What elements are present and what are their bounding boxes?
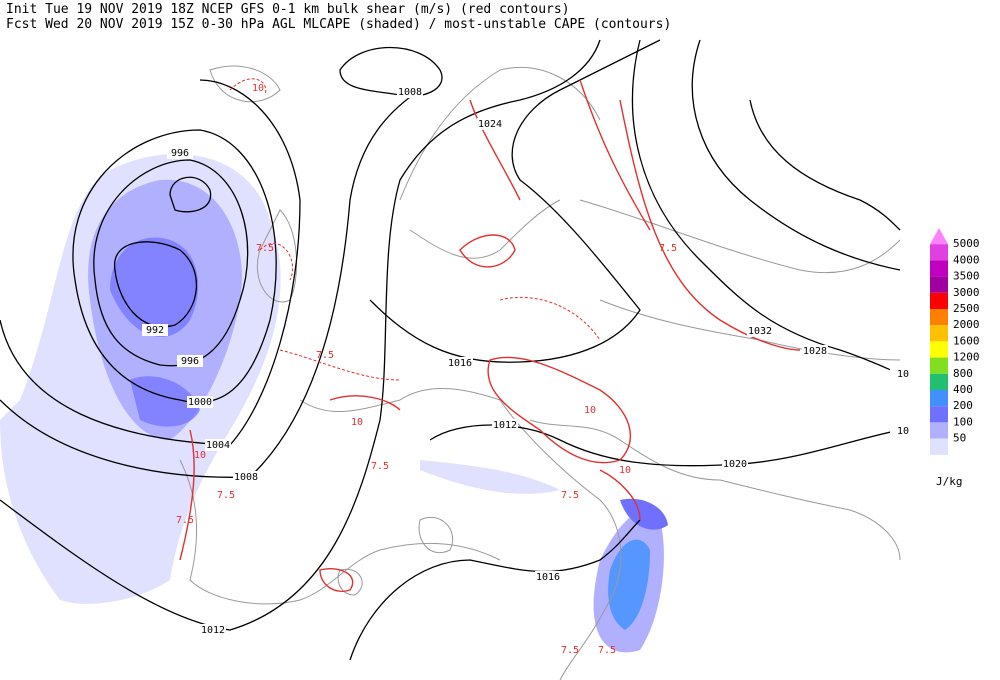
isobar-label: 1028 bbox=[803, 346, 827, 357]
legend-swatch bbox=[930, 276, 948, 293]
isobar-label: 1012 bbox=[201, 625, 225, 636]
legend-label: 2500 bbox=[953, 302, 980, 315]
contour-labels: 1008 1024 996 992 996 1000 1004 1008 1016 1012 103… bbox=[142, 83, 916, 656]
shear-label: 10 bbox=[194, 450, 206, 461]
legend-label: 800 bbox=[953, 367, 973, 380]
isobars bbox=[0, 39, 901, 661]
label-bg bbox=[142, 324, 168, 336]
legend-swatch bbox=[930, 390, 948, 407]
legend-label: 3500 bbox=[953, 270, 980, 283]
legend-label: 1200 bbox=[953, 351, 980, 364]
legend-swatch bbox=[930, 260, 948, 277]
isobar-label: 1024 bbox=[478, 119, 502, 130]
label-bg bbox=[447, 357, 473, 369]
legend: 5000 4000 3500 3000 2500 2000 1600 1200 800 400 20… bbox=[930, 228, 980, 455]
isobar-label: 996 bbox=[181, 356, 199, 367]
header-line2: Fcst Wed 20 NOV 2019 15Z 0-30 hPa AGL ML… bbox=[6, 17, 671, 32]
legend-swatch bbox=[930, 341, 948, 358]
legend-swatch bbox=[930, 244, 948, 261]
legend-label: 3000 bbox=[953, 286, 980, 299]
isobar-label: 1020 bbox=[723, 459, 747, 470]
label-bg bbox=[187, 396, 213, 408]
label-bg bbox=[890, 425, 916, 437]
shear-label: 10 bbox=[351, 417, 363, 428]
label-bg bbox=[233, 471, 259, 483]
isobar-label: 996 bbox=[171, 148, 189, 159]
isobar-label: 1008 bbox=[234, 472, 258, 483]
label-bg bbox=[535, 571, 561, 583]
legend-swatch bbox=[930, 309, 948, 326]
label-bg bbox=[167, 147, 193, 159]
shear-label: 7.5 bbox=[316, 350, 334, 361]
legend-swatch bbox=[930, 406, 948, 423]
isobar-label: 1000 bbox=[188, 397, 212, 408]
shear-label: 10 bbox=[252, 83, 264, 94]
legend-swatch bbox=[930, 357, 948, 374]
label-bg bbox=[747, 325, 773, 337]
isobar-label: 1032 bbox=[748, 326, 772, 337]
shear-label: 10 bbox=[619, 465, 631, 476]
isobar-label: 10 bbox=[897, 426, 909, 437]
label-bg bbox=[802, 345, 828, 357]
label-bg bbox=[477, 118, 503, 130]
legend-unit: J/kg bbox=[936, 475, 963, 488]
cape-shading bbox=[0, 154, 668, 653]
legend-swatch bbox=[930, 373, 948, 390]
shear-contours bbox=[179, 78, 801, 592]
isobar-label: 1004 bbox=[206, 440, 230, 451]
legend-label: 50 bbox=[953, 432, 966, 445]
legend-label: 200 bbox=[953, 399, 973, 412]
legend-swatch bbox=[930, 438, 948, 455]
isobar-label: 1012 bbox=[493, 420, 517, 431]
isobar-label: 1016 bbox=[448, 358, 472, 369]
shear-label: 7.5 bbox=[561, 645, 579, 656]
legend-label: 4000 bbox=[953, 253, 980, 266]
isobar-label: 1008 bbox=[398, 87, 422, 98]
label-bg bbox=[890, 368, 916, 380]
legend-label: 5000 bbox=[953, 237, 980, 250]
legend-label: 400 bbox=[953, 383, 973, 396]
legend-label: 2000 bbox=[953, 318, 980, 331]
shear-label: 7.5 bbox=[659, 243, 677, 254]
label-bg bbox=[722, 458, 748, 470]
legend-swatch bbox=[930, 325, 948, 342]
shear-label: 7.5 bbox=[371, 461, 389, 472]
isobar-label: 10 bbox=[897, 369, 909, 380]
shear-label: 7.5 bbox=[176, 515, 194, 526]
coastlines bbox=[179, 65, 901, 680]
legend-arrow bbox=[930, 228, 948, 245]
label-bg bbox=[200, 624, 226, 636]
shear-label: 10 bbox=[584, 405, 596, 416]
label-bg bbox=[205, 439, 231, 451]
header-line1: Init Tue 19 NOV 2019 18Z NCEP GFS 0-1 km… bbox=[6, 2, 570, 17]
isobar-label: 1016 bbox=[536, 572, 560, 583]
label-bg bbox=[492, 419, 518, 431]
shear-label: 7.5 bbox=[598, 645, 616, 656]
shear-label: 7.5 bbox=[256, 243, 274, 254]
legend-swatch bbox=[930, 292, 948, 309]
label-bg bbox=[177, 355, 203, 367]
isobar-label: 992 bbox=[146, 325, 164, 336]
shear-label: 7.5 bbox=[217, 490, 235, 501]
shear-label: 7.5 bbox=[561, 490, 579, 501]
legend-swatch bbox=[930, 422, 948, 439]
legend-label: 100 bbox=[953, 415, 973, 428]
legend-label: 1600 bbox=[953, 334, 980, 347]
label-bg bbox=[397, 86, 423, 98]
